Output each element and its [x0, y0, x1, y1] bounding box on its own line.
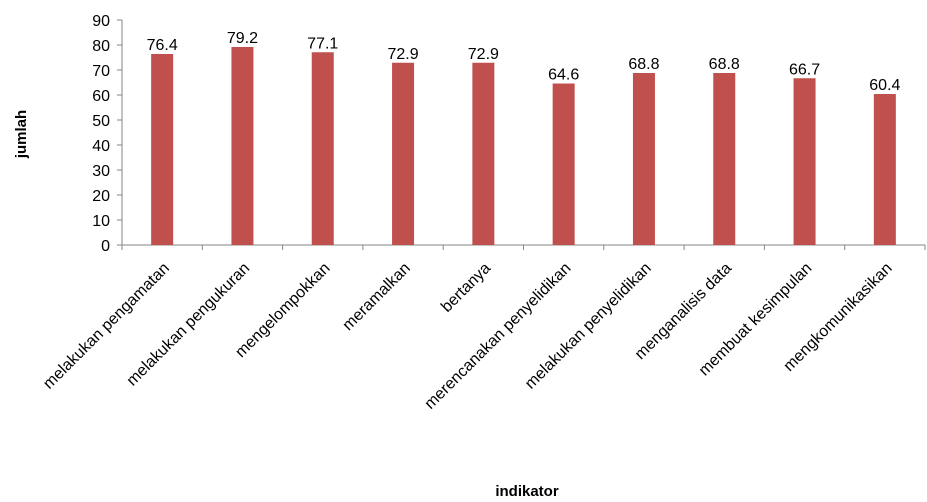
y-tick-label: 20 [92, 188, 110, 205]
data-label: 77.1 [307, 35, 338, 52]
y-axis-title: jumlah [13, 110, 30, 159]
y-tick-label: 30 [92, 163, 110, 180]
data-label: 68.8 [709, 56, 740, 73]
bar [873, 94, 896, 245]
plot-area: 0 10 20 30 40 50 60 70 80 90 76.4 melakukan pengama… [40, 13, 926, 413]
bar [392, 62, 415, 245]
bar [231, 47, 254, 245]
bar [793, 78, 816, 245]
data-label: 79.2 [227, 30, 258, 47]
y-tick-label: 60 [92, 88, 110, 105]
y-tick-label: 0 [101, 238, 110, 255]
y-tick-label: 10 [92, 213, 110, 230]
data-label: 72.9 [468, 46, 499, 63]
y-tick-label: 70 [92, 63, 110, 80]
bar [151, 54, 174, 245]
y-tick-label: 80 [92, 38, 110, 55]
data-label: 60.4 [869, 77, 900, 94]
bar [632, 73, 655, 245]
bar [552, 83, 575, 245]
bar [311, 52, 334, 245]
category-label: meramalkan [340, 260, 414, 334]
category-label: bertanya [438, 260, 494, 316]
x-axis-title: indikator [495, 483, 559, 500]
bar [713, 73, 736, 245]
data-label: 64.6 [548, 67, 579, 84]
data-label: 72.9 [387, 46, 418, 63]
category-label: merencanakan penyelidikan [422, 260, 575, 413]
data-label: 68.8 [628, 56, 659, 73]
y-tick-label: 40 [92, 138, 110, 155]
bar [472, 62, 495, 245]
y-tick-label: 50 [92, 113, 110, 130]
category-label: melakukan pengamatan [40, 260, 173, 393]
y-tick-label: 90 [92, 13, 110, 30]
data-label: 66.7 [789, 61, 820, 78]
data-label: 76.4 [147, 37, 178, 54]
